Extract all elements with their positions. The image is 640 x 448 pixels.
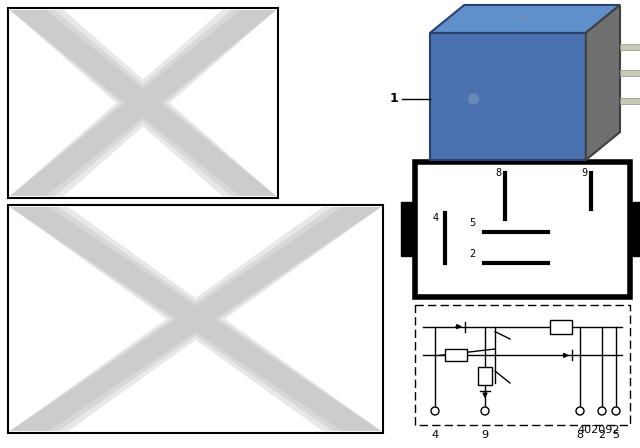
Polygon shape xyxy=(10,10,276,196)
Polygon shape xyxy=(10,207,381,431)
Bar xyxy=(620,98,640,104)
Polygon shape xyxy=(10,207,381,431)
Polygon shape xyxy=(10,10,276,196)
Polygon shape xyxy=(10,10,276,196)
Polygon shape xyxy=(10,10,276,196)
Polygon shape xyxy=(10,10,276,196)
Bar xyxy=(430,33,586,160)
Text: 4: 4 xyxy=(431,430,438,440)
Text: 1: 1 xyxy=(389,92,398,105)
Text: 9: 9 xyxy=(481,430,488,440)
Text: 2: 2 xyxy=(469,249,475,259)
Text: 5: 5 xyxy=(612,430,620,440)
Bar xyxy=(415,162,630,297)
Text: 402092: 402092 xyxy=(577,425,620,435)
Polygon shape xyxy=(10,10,276,196)
Bar xyxy=(550,319,572,334)
Circle shape xyxy=(598,407,606,415)
Text: 5: 5 xyxy=(469,218,475,228)
Polygon shape xyxy=(10,207,381,431)
Circle shape xyxy=(612,407,620,415)
Circle shape xyxy=(576,407,584,415)
Bar xyxy=(478,367,492,385)
Circle shape xyxy=(468,94,479,104)
Bar xyxy=(620,70,640,76)
Polygon shape xyxy=(10,207,381,431)
Text: 4: 4 xyxy=(433,213,439,223)
Bar xyxy=(630,202,640,257)
Text: 9: 9 xyxy=(581,168,588,178)
Polygon shape xyxy=(10,207,381,431)
Text: 8: 8 xyxy=(495,168,501,178)
Bar xyxy=(620,44,640,50)
Bar xyxy=(445,349,467,362)
Circle shape xyxy=(481,407,489,415)
Bar xyxy=(401,202,415,257)
Polygon shape xyxy=(430,5,620,33)
Polygon shape xyxy=(586,5,620,160)
Bar xyxy=(8,205,383,433)
Text: 8: 8 xyxy=(577,430,584,440)
Bar xyxy=(415,305,630,425)
Bar xyxy=(8,8,278,198)
Circle shape xyxy=(431,407,439,415)
Text: HF...: HF... xyxy=(519,16,531,22)
Text: 2: 2 xyxy=(598,430,605,440)
Polygon shape xyxy=(10,207,381,431)
